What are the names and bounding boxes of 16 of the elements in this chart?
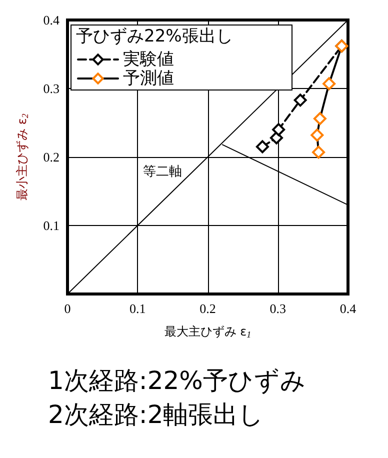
y-axis-title: 最小主ひずみ ε2	[15, 113, 30, 200]
y-tick-label: 0.4	[43, 12, 60, 28]
y-tick-label: 0.3	[43, 81, 60, 96]
x-tick-label: 0	[64, 301, 71, 316]
x-tick-label: 0.3	[270, 301, 286, 316]
legend-label: 実験値	[123, 50, 174, 70]
annotation: 等二軸	[143, 164, 182, 180]
legend-title: 予ひずみ22%張出し	[76, 26, 233, 46]
x-tick-label: 0.2	[200, 301, 216, 316]
legend-label: 予測値	[123, 68, 174, 88]
y-tick-label: 0.1	[43, 218, 60, 233]
y-tick-label: 0.2	[43, 150, 60, 164]
text: 1次経路:22%予ひずみ	[48, 366, 306, 395]
x-tick-label: 0.4	[340, 301, 357, 316]
text: 2次経路:2軸張出し	[48, 400, 264, 429]
x-tick-label: 0.1	[130, 301, 146, 316]
